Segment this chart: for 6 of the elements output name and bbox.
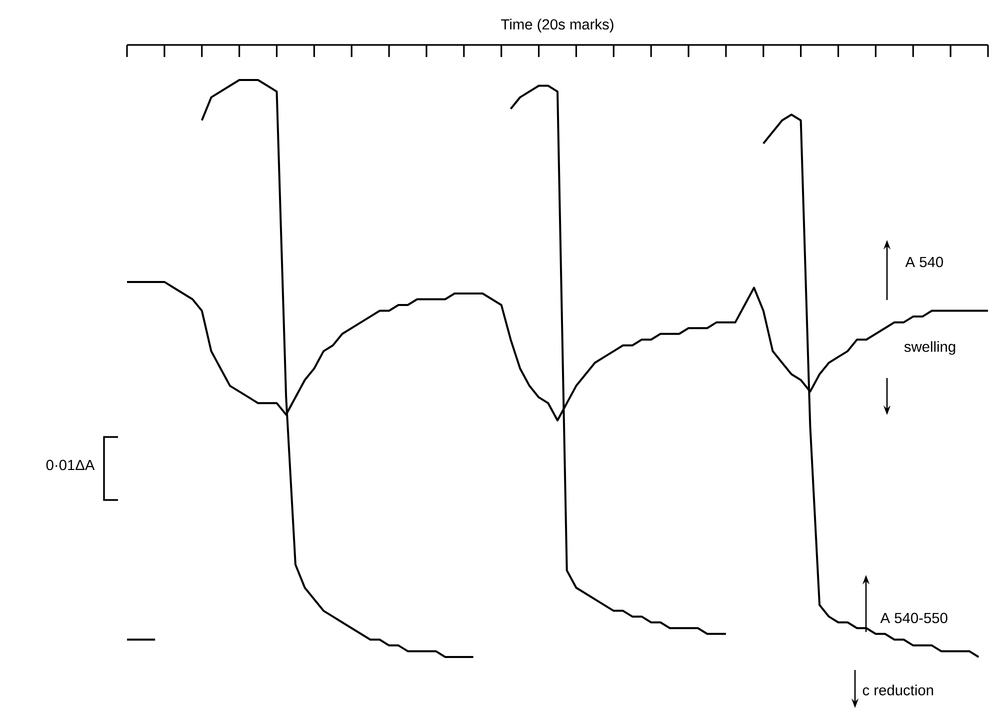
text: 0·01ΔA [46, 460, 95, 470]
annotation: swelling [904, 341, 956, 355]
text: c reduction [862, 684, 934, 696]
x-axis-title: Time (20s marks) [501, 18, 614, 32]
text: A 540 [905, 256, 943, 268]
series-label: A 540-550 [880, 612, 948, 624]
